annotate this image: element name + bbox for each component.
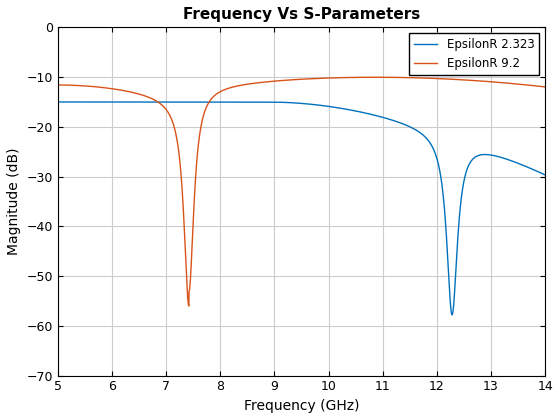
- EpsilonR 2.323: [74, 100, 81, 105]
- EpsilonR 9.2: [542, 84, 549, 89]
- Y-axis label: Magnitude (dB): Magnitude (dB): [7, 148, 21, 255]
- EpsilonR 9.2: [57, 82, 63, 87]
- Title: Frequency Vs S-Parameters: Frequency Vs S-Parameters: [183, 7, 420, 22]
- Legend: EpsilonR 2.323, EpsilonR 9.2: EpsilonR 2.323, EpsilonR 9.2: [409, 33, 539, 74]
- EpsilonR 9.2: [83, 84, 90, 89]
- Line: EpsilonR 9.2: EpsilonR 9.2: [58, 77, 545, 306]
- EpsilonR 2.323: [542, 173, 549, 178]
- EpsilonR 9.2: [516, 82, 523, 87]
- EpsilonR 2.323: [293, 100, 300, 105]
- EpsilonR 9.2: [185, 304, 192, 309]
- EpsilonR 2.323: [83, 100, 90, 105]
- Line: EpsilonR 2.323: EpsilonR 2.323: [58, 102, 545, 315]
- EpsilonR 2.323: [150, 100, 157, 105]
- X-axis label: Frequency (GHz): Frequency (GHz): [244, 399, 360, 413]
- EpsilonR 9.2: [293, 77, 300, 82]
- EpsilonR 9.2: [150, 97, 157, 102]
- EpsilonR 2.323: [57, 100, 63, 105]
- EpsilonR 9.2: [54, 82, 61, 87]
- EpsilonR 2.323: [54, 100, 61, 105]
- EpsilonR 2.323: [449, 312, 455, 318]
- EpsilonR 2.323: [516, 161, 522, 166]
- EpsilonR 9.2: [74, 83, 81, 88]
- EpsilonR 9.2: [372, 75, 379, 80]
